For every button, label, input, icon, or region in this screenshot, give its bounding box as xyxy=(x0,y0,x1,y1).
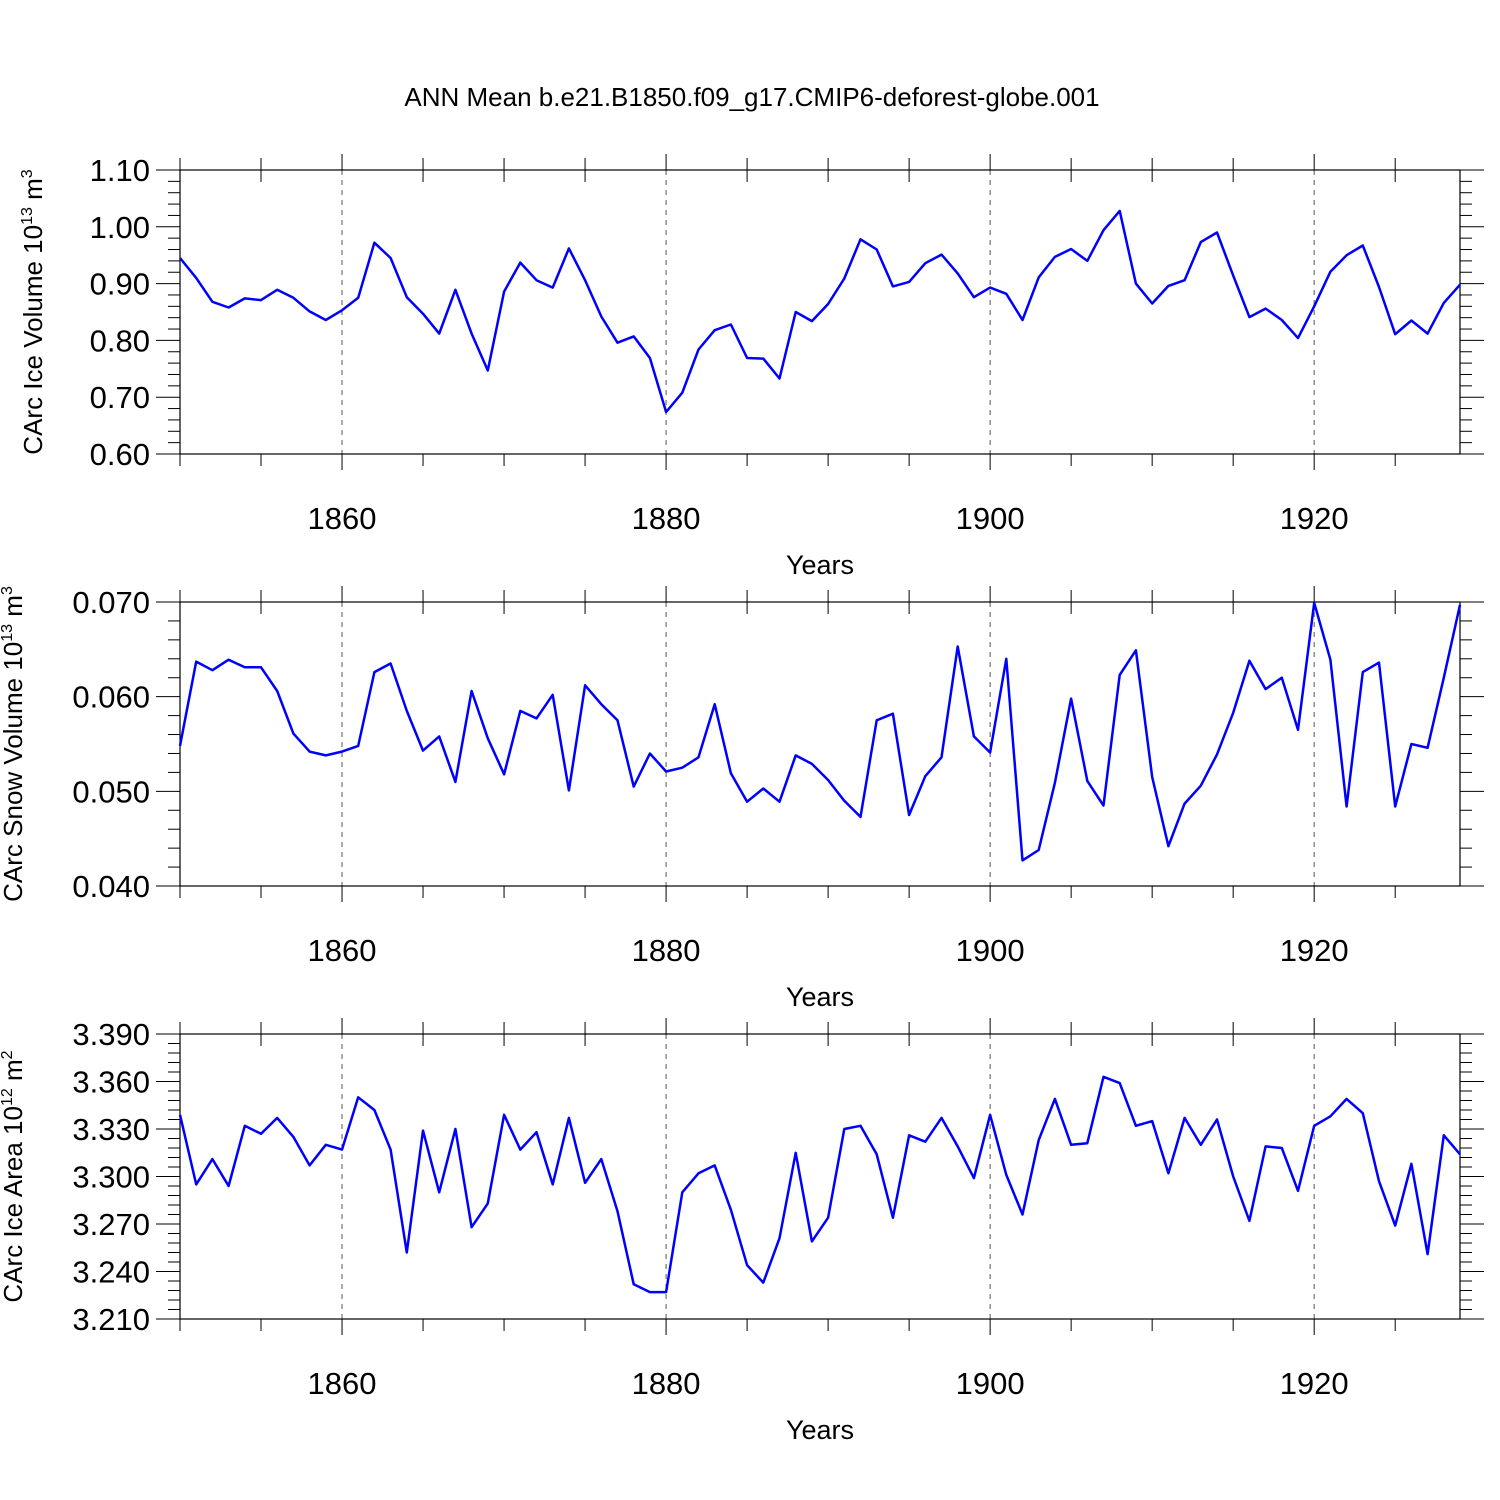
plot-frame xyxy=(179,601,1461,887)
plot-frame xyxy=(179,1033,1461,1320)
y-tick-label: 0.70 xyxy=(90,380,150,415)
x-tick-label: 1900 xyxy=(956,501,1025,536)
x-tick-label: 1880 xyxy=(632,933,701,968)
x-tick-label: 1920 xyxy=(1280,501,1349,536)
y-tick-label: 1.10 xyxy=(90,153,150,188)
y-tick-label: 0.80 xyxy=(90,323,150,358)
series-line xyxy=(178,1075,1461,1294)
x-axis-title: Years xyxy=(786,550,854,580)
y-tick-label: 3.300 xyxy=(72,1160,150,1195)
x-tick-label: 1900 xyxy=(956,933,1025,968)
plot-frame xyxy=(179,169,1461,455)
y-tick-label: 3.330 xyxy=(72,1112,150,1147)
x-tick-label: 1880 xyxy=(632,1366,701,1401)
x-tick-label: 1920 xyxy=(1280,933,1349,968)
panel-1: 1860 1880 1900 1920 0.60 0.70 0.80 0.90 1.00 1.10… xyxy=(18,153,1484,580)
y-tick-label: 0.070 xyxy=(72,585,150,620)
y-axis-title: CArc Ice Area 1012 m2 xyxy=(0,1050,28,1302)
y-tick-label: 0.060 xyxy=(72,680,150,715)
y-axis-title: CArc Ice Volume 1013 m3 xyxy=(18,169,48,454)
y-tick-label: 0.040 xyxy=(72,869,150,904)
y-tick-label: 1.00 xyxy=(90,210,150,245)
x-tick-label: 1900 xyxy=(956,1366,1025,1401)
x-tick-label: 1860 xyxy=(308,1366,377,1401)
x-axis-title: Years xyxy=(786,1415,854,1445)
x-tick-label: 1920 xyxy=(1280,1366,1349,1401)
panel-2: 1860 1880 1900 1920 0.040 0.050 0.060 0.070 Year… xyxy=(0,585,1484,1012)
y-tick-label: 0.050 xyxy=(72,774,150,809)
y-tick-label: 0.60 xyxy=(90,437,150,472)
chart-title: ANN Mean b.e21.B1850.f09_g17.CMIP6-defor… xyxy=(404,82,1099,112)
x-tick-label: 1860 xyxy=(308,501,377,536)
y-tick-label: 3.210 xyxy=(72,1302,150,1337)
panel-3: 1860 1880 1900 1920 3.210 3.240 3.270 3.300 3.33… xyxy=(0,1017,1484,1445)
series-line xyxy=(179,209,1461,414)
y-tick-label: 0.90 xyxy=(90,267,150,302)
y-tick-label: 3.360 xyxy=(72,1065,150,1100)
series-line xyxy=(178,601,1462,862)
y-tick-label: 3.240 xyxy=(72,1255,150,1290)
y-axis-title: CArc Snow Volume 1013 m3 xyxy=(0,586,28,902)
x-tick-label: 1880 xyxy=(632,501,701,536)
x-axis-title: Years xyxy=(786,982,854,1012)
y-tick-label: 3.390 xyxy=(72,1017,150,1052)
y-tick-label: 3.270 xyxy=(72,1207,150,1242)
x-tick-label: 1860 xyxy=(308,933,377,968)
